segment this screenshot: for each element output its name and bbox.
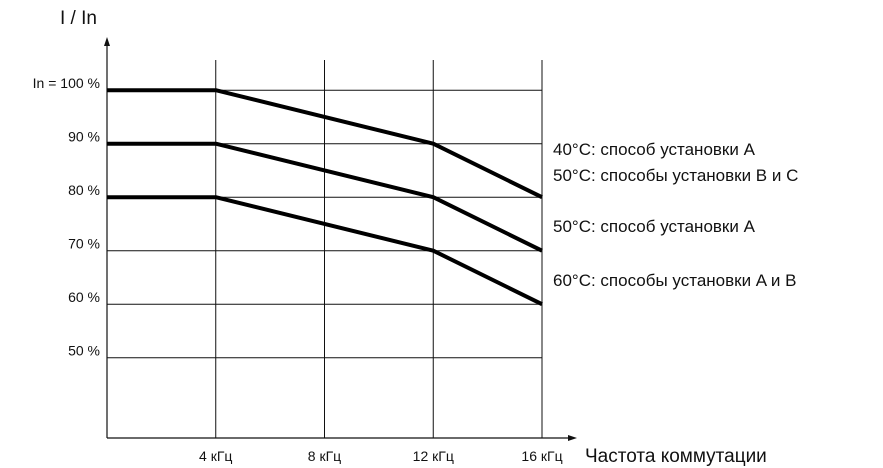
series-lines	[107, 88, 543, 306]
series-line	[107, 141, 543, 253]
series-label: 40°C: способ установки A 50°C: способы ус…	[553, 140, 798, 185]
x-axis-arrow	[568, 435, 577, 441]
series-line	[107, 88, 543, 199]
series-label: 50°C: способ установки A	[553, 217, 756, 236]
x-tick-label: 8 кГц	[308, 448, 341, 464]
y-tick-label: 70 %	[68, 236, 100, 252]
x-tick-label: 4 кГц	[199, 448, 232, 464]
y-tick-label: 60 %	[68, 289, 100, 305]
y-tick-label: In = 100 %	[33, 75, 100, 91]
y-axis-title: I / In	[60, 8, 97, 29]
x-tick-label: 12 кГц	[413, 448, 454, 464]
x-tick-labels: 4 кГц 8 кГц 12 кГц 16 кГц	[199, 448, 563, 464]
series-line	[107, 195, 543, 306]
y-tick-label: 80 %	[68, 182, 100, 198]
x-axis-title: Частота коммутации	[585, 446, 767, 467]
x-tick-label: 16 кГц	[521, 448, 562, 464]
axes: I / In Частота коммутации	[60, 8, 767, 467]
series-labels: 40°C: способ установки A 50°C: способы ус…	[553, 140, 798, 290]
y-tick-label: 90 %	[68, 129, 100, 145]
y-tick-labels: In = 100 % 90 % 80 % 70 % 60 % 50 %	[33, 75, 100, 359]
y-tick-label: 50 %	[68, 343, 100, 359]
y-axis-arrow	[104, 37, 110, 46]
series-label: 60°C: способы установки A и B	[553, 271, 797, 290]
